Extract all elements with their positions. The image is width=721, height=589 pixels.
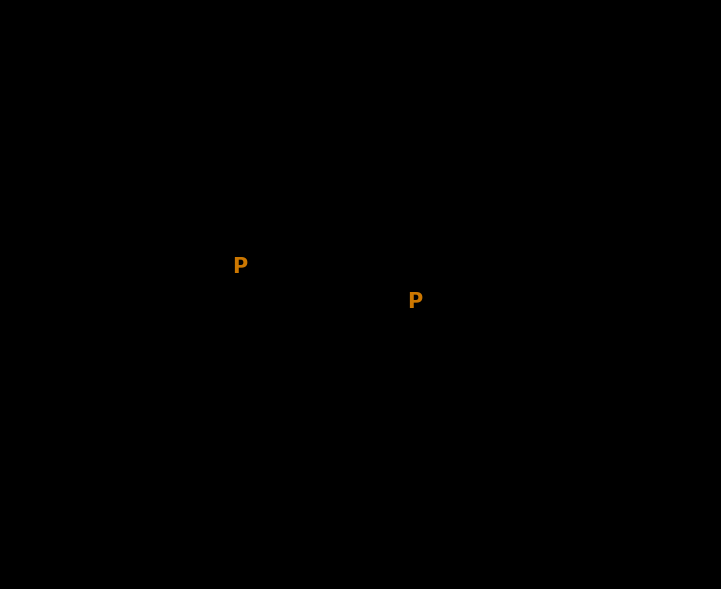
Text: P: P xyxy=(407,292,423,312)
Text: P: P xyxy=(232,257,247,277)
